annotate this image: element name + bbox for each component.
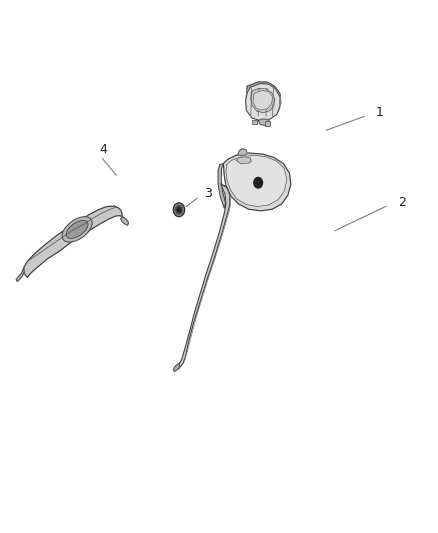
Circle shape xyxy=(175,205,183,214)
FancyBboxPatch shape xyxy=(252,119,257,124)
Polygon shape xyxy=(173,363,180,372)
Polygon shape xyxy=(258,119,269,125)
Text: 1: 1 xyxy=(376,106,384,119)
Polygon shape xyxy=(223,153,291,211)
Polygon shape xyxy=(246,84,280,120)
Ellipse shape xyxy=(66,220,88,238)
Text: 2: 2 xyxy=(398,196,406,209)
Text: 3: 3 xyxy=(204,187,212,200)
Polygon shape xyxy=(238,149,247,155)
Polygon shape xyxy=(253,91,272,110)
Circle shape xyxy=(177,207,181,212)
Circle shape xyxy=(173,203,185,216)
Polygon shape xyxy=(178,184,230,368)
Polygon shape xyxy=(246,82,281,119)
Polygon shape xyxy=(218,164,226,208)
Polygon shape xyxy=(24,206,122,277)
Polygon shape xyxy=(251,88,275,113)
Polygon shape xyxy=(16,267,24,281)
Text: 4: 4 xyxy=(100,143,108,156)
Polygon shape xyxy=(226,155,287,207)
Ellipse shape xyxy=(62,216,92,242)
Circle shape xyxy=(254,177,262,188)
FancyBboxPatch shape xyxy=(265,121,270,126)
Polygon shape xyxy=(237,157,251,164)
Polygon shape xyxy=(120,216,128,225)
